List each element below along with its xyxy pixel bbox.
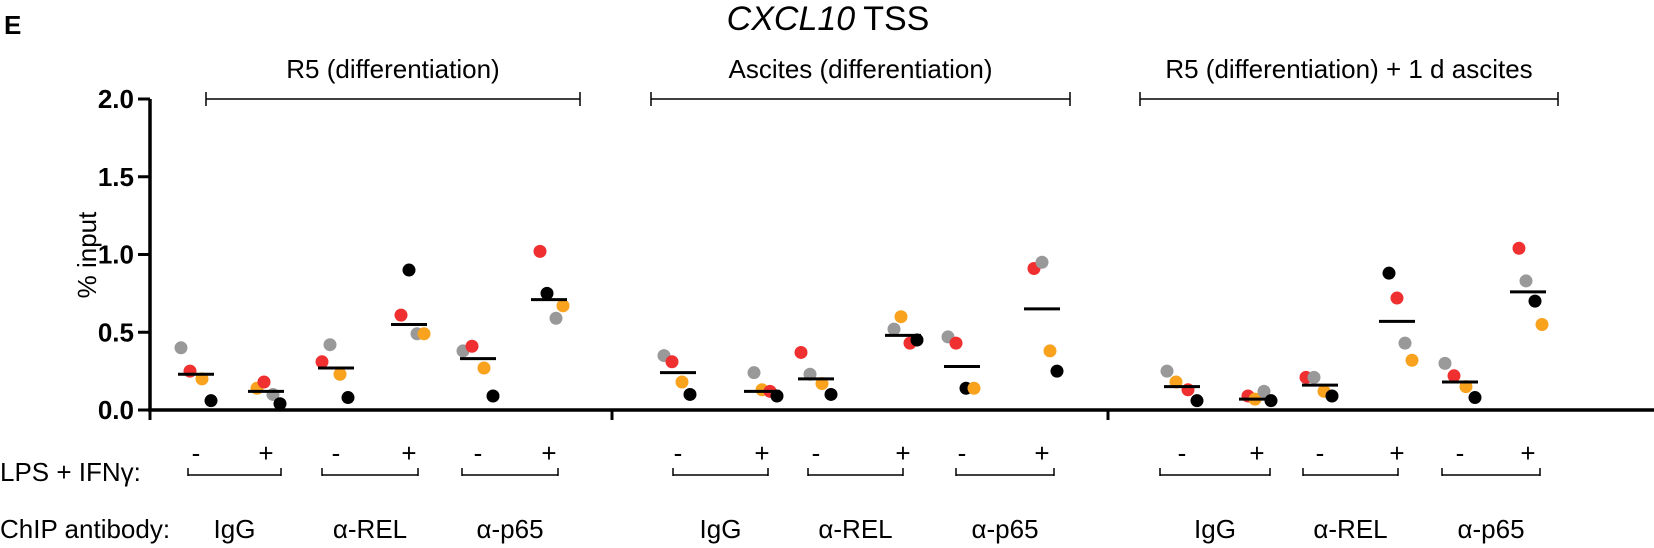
data-point — [1035, 255, 1049, 269]
treatment-symbol: + — [1389, 438, 1404, 468]
row-label-antibody: ChIP antibody: — [0, 514, 170, 544]
data-point — [949, 336, 963, 350]
data-point — [323, 338, 337, 352]
treatment-symbol: - — [958, 438, 967, 468]
data-point — [1043, 344, 1057, 358]
data-point — [273, 397, 287, 411]
data-point — [465, 339, 479, 353]
antibody-label: α-REL — [333, 514, 407, 544]
group-label: Ascites (differentiation) — [729, 54, 993, 84]
data-point — [556, 299, 570, 313]
antibody-label: IgG — [214, 514, 256, 544]
data-point — [174, 341, 188, 355]
treatment-symbol: - — [332, 438, 341, 468]
data-point — [1325, 389, 1339, 403]
antibody-label: α-REL — [818, 514, 892, 544]
treatment-symbol: + — [1520, 438, 1535, 468]
data-point — [1528, 294, 1542, 308]
data-point — [887, 322, 901, 336]
title-suffix: TSS — [863, 0, 929, 38]
data-point — [1257, 384, 1271, 398]
y-tick-label: 0.0 — [98, 395, 134, 425]
data-point — [1160, 364, 1174, 378]
treatment-symbol: - — [474, 438, 483, 468]
data-point — [1190, 394, 1204, 408]
data-point — [477, 361, 491, 375]
treatment-symbol: + — [258, 438, 273, 468]
data-point — [1264, 394, 1278, 408]
row-label-treatment: LPS + IFNγ: — [0, 457, 141, 487]
y-tick-label: 2.0 — [98, 84, 134, 114]
data-point — [824, 387, 838, 401]
data-point — [533, 244, 547, 258]
data-point — [1447, 369, 1461, 383]
treatment-symbol: + — [895, 438, 910, 468]
data-point — [1405, 353, 1419, 367]
antibody-label: α-REL — [1313, 514, 1387, 544]
treatment-symbol: + — [754, 438, 769, 468]
antibody-label: α-p65 — [1457, 514, 1524, 544]
y-tick-label: 1.0 — [98, 240, 134, 270]
data-point — [683, 387, 697, 401]
data-point — [402, 263, 416, 277]
chart-marks: 0.0 0.5 1.0 1.5 2.0 R5 (differentiation) - + - + -… — [98, 54, 1654, 544]
data-point — [486, 389, 500, 403]
data-point — [1535, 317, 1549, 331]
treatment-symbol: + — [1249, 438, 1264, 468]
treatment-symbol: + — [541, 438, 556, 468]
data-point — [665, 355, 679, 369]
title-gene: CXCL10 — [727, 0, 856, 38]
data-point — [257, 375, 271, 389]
data-point — [1390, 291, 1404, 305]
treatment-symbol: - — [812, 438, 821, 468]
data-point — [549, 311, 563, 325]
data-point — [1398, 336, 1412, 350]
panel-label: E — [4, 10, 21, 40]
y-tick-label: 0.5 — [98, 317, 134, 347]
data-point — [1512, 241, 1526, 255]
group-label: R5 (differentiation) — [286, 54, 499, 84]
treatment-symbol: - — [674, 438, 683, 468]
data-point — [794, 345, 808, 359]
treatment-symbol: + — [1034, 438, 1049, 468]
antibody-label: IgG — [700, 514, 742, 544]
treatment-symbol: - — [1316, 438, 1325, 468]
data-point — [394, 308, 408, 322]
antibody-label: IgG — [1194, 514, 1236, 544]
data-point — [967, 381, 981, 395]
data-point — [1519, 274, 1533, 288]
treatment-symbol: - — [1456, 438, 1465, 468]
antibody-label: α-p65 — [476, 514, 543, 544]
data-point — [204, 394, 218, 408]
data-point — [341, 391, 355, 405]
data-point — [1050, 364, 1064, 378]
data-point — [747, 366, 761, 380]
data-point — [1307, 370, 1321, 384]
y-tick-label: 1.5 — [98, 162, 134, 192]
data-point — [1382, 266, 1396, 280]
y-axis-label: % input — [72, 211, 102, 298]
data-point — [315, 355, 329, 369]
antibody-label: α-p65 — [971, 514, 1038, 544]
data-point — [417, 327, 431, 341]
data-point — [1438, 356, 1452, 370]
treatment-symbol: - — [1178, 438, 1187, 468]
data-point — [333, 367, 347, 381]
data-point — [540, 286, 554, 300]
treatment-symbol: - — [192, 438, 201, 468]
chart-title: CXCL10 TSS — [727, 0, 930, 38]
data-point — [675, 375, 689, 389]
data-point — [1468, 391, 1482, 405]
group-label: R5 (differentiation) + 1 d ascites — [1165, 54, 1532, 84]
treatment-symbol: + — [401, 438, 416, 468]
data-point — [894, 310, 908, 324]
